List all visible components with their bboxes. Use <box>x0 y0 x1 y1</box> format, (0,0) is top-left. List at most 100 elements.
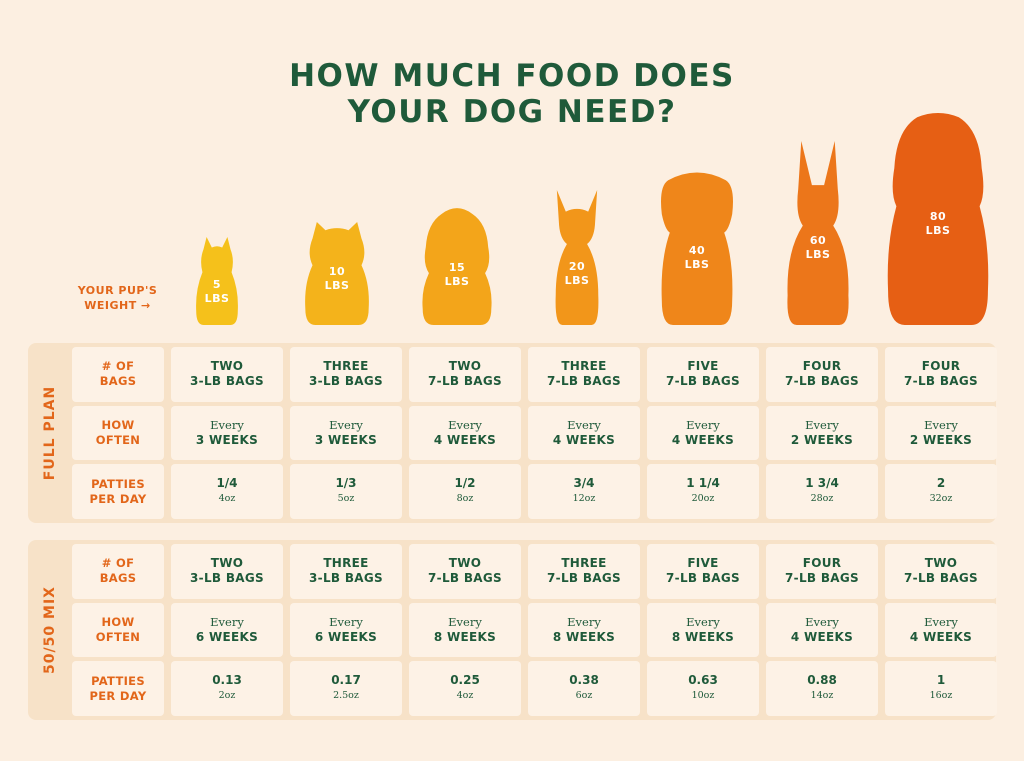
frequency-cell: Every 3 WEEKS <box>171 405 283 461</box>
frequency-cell-line-1: Every <box>329 417 363 432</box>
patties-cell: 0.25 4oz <box>409 661 521 716</box>
frequency-cell-line-1: Every <box>567 417 601 432</box>
bags-cell-line-2: 7-LB BAGS <box>547 571 621 586</box>
row-header-line-1: # OF <box>101 359 135 374</box>
title-line-1: HOW MUCH FOOD DOES <box>289 58 735 94</box>
section-label: 50/50 MIX <box>28 540 72 720</box>
weight-row-label: YOUR PUP'S WEIGHT → <box>70 283 165 313</box>
dog-icon <box>555 190 599 325</box>
dog-icon <box>661 172 733 325</box>
dog-shape <box>661 172 733 325</box>
frequency-cell: Every 2 WEEKS <box>885 405 997 461</box>
dog-icon <box>787 141 849 325</box>
row-header-line-2: BAGS <box>99 571 137 586</box>
section-grid: # OF BAGS TWO 3-LB BAGS THREE 3-LB BAGS TWO 7-L… <box>72 347 997 519</box>
dog-shape <box>887 113 989 325</box>
bags-cell: TWO 3-LB BAGS <box>171 544 283 599</box>
frequency-cell-line-1: Every <box>924 614 958 629</box>
bags-cell-line-2: 3-LB BAGS <box>190 374 264 389</box>
section-grid: # OF BAGS TWO 3-LB BAGS THREE 3-LB BAGS TWO 7-L… <box>72 544 997 716</box>
patties-cell-line-1: 0.38 <box>569 673 599 688</box>
section-label: FULL PLAN <box>28 343 72 523</box>
frequency-cell-line-2: 2 WEEKS <box>790 432 854 447</box>
bags-cell-line-1: FOUR <box>921 359 961 374</box>
frequency-cell: Every 8 WEEKS <box>647 602 759 658</box>
row-header: PATTIES PER DAY <box>72 661 164 716</box>
dog-icon <box>422 208 492 325</box>
dog-weight-value: 10 <box>328 265 346 278</box>
patties-cell: 1 3/4 28oz <box>766 464 878 519</box>
frequency-cell-line-1: Every <box>924 417 958 432</box>
dog-shape <box>555 190 599 325</box>
frequency-cell-line-2: 8 WEEKS <box>552 629 616 644</box>
frequency-cell-line-1: Every <box>210 614 244 629</box>
patties-cell: 0.88 14oz <box>766 661 878 716</box>
patties-cell: 0.38 6oz <box>528 661 640 716</box>
frequency-cell-line-1: Every <box>329 614 363 629</box>
bags-cell: TWO 7-LB BAGS <box>885 544 997 599</box>
row-header-line-1: PATTIES <box>91 673 145 688</box>
patties-cell-line-1: 0.63 <box>688 673 718 688</box>
dog-weight-unit: LBS <box>204 292 230 305</box>
patties-cell-line-2: 28oz <box>810 493 834 505</box>
dog-weight-unit: LBS <box>684 258 710 271</box>
bags-cell-line-2: 3-LB BAGS <box>309 571 383 586</box>
frequency-cell-line-1: Every <box>567 614 601 629</box>
patties-cell: 1/4 4oz <box>171 464 283 519</box>
patties-cell-line-1: 1 3/4 <box>805 476 839 491</box>
dog-icon <box>305 222 369 325</box>
frequency-cell-line-1: Every <box>686 614 720 629</box>
frequency-cell-line-2: 4 WEEKS <box>552 432 616 447</box>
bags-cell-line-2: 7-LB BAGS <box>785 571 859 586</box>
dog-silhouette: 15 LBS <box>418 207 496 325</box>
bags-cell-line-2: 7-LB BAGS <box>904 571 978 586</box>
row-header-line-2: PER DAY <box>89 688 147 703</box>
bags-cell: TWO 7-LB BAGS <box>409 347 521 402</box>
patties-cell-line-1: 1/4 <box>216 476 238 491</box>
patties-cell: 1 1/4 20oz <box>647 464 759 519</box>
bags-cell-line-1: FIVE <box>687 359 719 374</box>
bags-cell-line-2: 7-LB BAGS <box>904 374 978 389</box>
patties-cell-line-1: 2 <box>936 476 946 491</box>
dog-weight-value: 80 <box>929 210 947 223</box>
dog-weight-unit: LBS <box>324 279 350 292</box>
patties-cell-line-2: 14oz <box>810 690 834 702</box>
frequency-cell: Every 6 WEEKS <box>290 602 402 658</box>
patties-cell-line-1: 1 <box>936 673 946 688</box>
frequency-cell: Every 4 WEEKS <box>647 405 759 461</box>
frequency-cell-line-2: 4 WEEKS <box>433 432 497 447</box>
patties-cell-line-1: 0.17 <box>331 673 361 688</box>
row-header: HOW OFTEN <box>72 602 164 658</box>
patties-cell-line-2: 20oz <box>691 493 715 505</box>
bags-cell: THREE 7-LB BAGS <box>528 347 640 402</box>
patties-cell: 3/4 12oz <box>528 464 640 519</box>
dog-shape <box>196 237 238 325</box>
patties-cell-line-2: 32oz <box>929 493 953 505</box>
page-title: HOW MUCH FOOD DOES YOUR DOG NEED? <box>0 58 1024 130</box>
dog-weight-label: 20 LBS <box>549 260 605 288</box>
bags-cell-line-2: 7-LB BAGS <box>666 571 740 586</box>
row-header-line-2: OFTEN <box>95 432 141 447</box>
bags-cell-line-2: 7-LB BAGS <box>428 374 502 389</box>
patties-cell: 1 16oz <box>885 661 997 716</box>
row-header: HOW OFTEN <box>72 405 164 461</box>
frequency-cell-line-2: 4 WEEKS <box>671 432 735 447</box>
frequency-cell: Every 4 WEEKS <box>885 602 997 658</box>
patties-cell: 1/3 5oz <box>290 464 402 519</box>
row-header-line-2: BAGS <box>99 374 137 389</box>
patties-cell: 2 32oz <box>885 464 997 519</box>
dog-icon <box>887 113 989 325</box>
bags-cell-line-1: TWO <box>924 556 958 571</box>
bags-cell-line-2: 7-LB BAGS <box>547 374 621 389</box>
dog-weight-unit: LBS <box>444 275 470 288</box>
row-header: # OF BAGS <box>72 347 164 402</box>
bags-cell-line-1: THREE <box>323 359 369 374</box>
frequency-cell: Every 8 WEEKS <box>528 602 640 658</box>
weight-label-line-2: WEIGHT → <box>84 299 151 312</box>
bags-cell-line-2: 7-LB BAGS <box>666 374 740 389</box>
section-label-text: 50/50 MIX <box>42 586 59 674</box>
bags-cell: THREE 3-LB BAGS <box>290 347 402 402</box>
patties-cell-line-2: 10oz <box>691 690 715 702</box>
patties-cell-line-1: 1 1/4 <box>686 476 720 491</box>
